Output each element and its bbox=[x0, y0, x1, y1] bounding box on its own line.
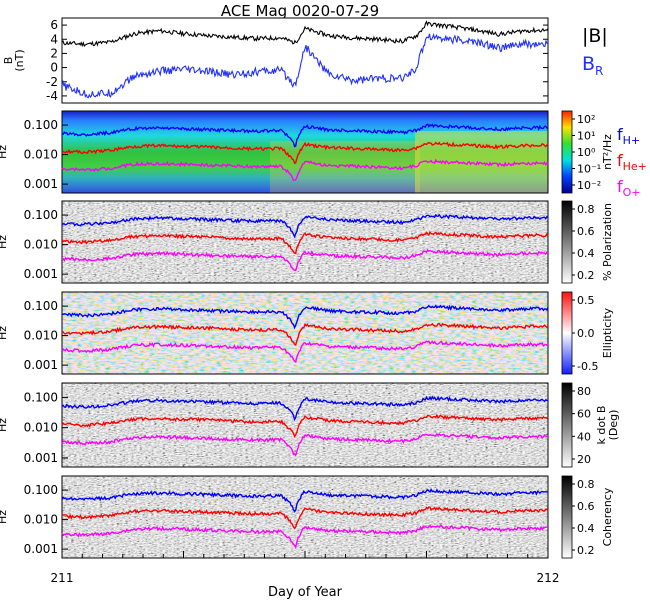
polarization-ylabel: Hz bbox=[0, 235, 9, 249]
coherency-gyro-oplus bbox=[61, 524, 549, 549]
ellipticity-colorbar-tick-label: 0.0 bbox=[577, 327, 595, 340]
polarization-frame bbox=[61, 200, 549, 284]
ellipticity-ytick-label: 0.010 bbox=[24, 329, 58, 343]
ellipticity-gyro-oplus bbox=[61, 340, 549, 364]
x-tick-start: 211 bbox=[51, 571, 74, 585]
kdotb-gyro-heplus bbox=[61, 413, 549, 439]
field-ytick-label: 2 bbox=[50, 46, 58, 60]
kdotb-ytick-label: 0.010 bbox=[24, 421, 58, 435]
ellipticity-ytick-label: 0.100 bbox=[24, 299, 58, 313]
ellipticity-colorbar bbox=[561, 291, 573, 375]
kdotb-colorbar-tick-label: 60 bbox=[577, 408, 591, 421]
kdotb-colorbar-tick-label: 40 bbox=[577, 430, 591, 443]
kdotb-colorbar-tick-label: 80 bbox=[577, 385, 591, 398]
field-series-br bbox=[61, 33, 549, 99]
polarization-ytick-label: 0.100 bbox=[24, 208, 58, 222]
coherency-gyro-heplus bbox=[61, 506, 549, 530]
polarization-colorbar bbox=[561, 200, 573, 284]
coherency-colorbar-tick-label: 0.2 bbox=[577, 544, 595, 557]
legend-gyro-h: fH+ bbox=[617, 125, 640, 147]
field-ytick-label: 4 bbox=[50, 32, 58, 46]
coherency-gyro-hplus bbox=[61, 488, 549, 513]
legend-br: BR bbox=[582, 53, 603, 78]
legend-gyro-sub: O+ bbox=[623, 186, 641, 199]
ellipticity-gyro-hplus bbox=[61, 304, 549, 330]
x-axis-label: Day of Year bbox=[268, 585, 343, 600]
power-colorbar bbox=[561, 110, 573, 194]
power-gyro-oplus bbox=[61, 158, 549, 182]
legend-gyro-he: fHe+ bbox=[617, 151, 647, 173]
coherency-colorbar-tick-label: 0.8 bbox=[577, 478, 595, 491]
kdotb-colorbar-label: k dot B bbox=[595, 406, 608, 445]
ellipticity-colorbar-tick-label: 0.5 bbox=[577, 294, 595, 307]
field-ylabel: (nT) bbox=[13, 49, 26, 71]
ellipticity-ylabel: Hz bbox=[0, 326, 9, 340]
polarization-colorbar-label: % Polarization bbox=[601, 203, 614, 281]
power-colorbar-tick-label: 10¹ bbox=[577, 130, 595, 143]
legend-br-sub: R bbox=[595, 64, 603, 78]
field-ytick-label: 6 bbox=[50, 18, 58, 32]
chart-title: ACE Mag 0020-07-29 bbox=[221, 2, 379, 20]
field-ytick-label: 0 bbox=[50, 61, 58, 75]
coherency-colorbar bbox=[561, 475, 573, 559]
polarization-colorbar-tick-label: 0.8 bbox=[577, 203, 595, 216]
power-gyro-hplus bbox=[61, 123, 549, 148]
kdotb-gyro-hplus bbox=[61, 395, 549, 422]
field-series-bmag bbox=[61, 20, 549, 48]
power-colorbar-tick-label: 10⁻² bbox=[577, 179, 601, 192]
ellipticity-frame bbox=[61, 291, 549, 375]
power-colorbar-label: nT²/Hz bbox=[601, 134, 614, 170]
polarization-gyro-hplus bbox=[61, 213, 549, 239]
coherency-ylabel: Hz bbox=[0, 510, 9, 524]
coherency-ytick-label: 0.001 bbox=[24, 542, 58, 556]
polarization-spectrogram bbox=[62, 201, 548, 283]
coherency-colorbar-tick-label: 0.4 bbox=[577, 522, 595, 535]
power-colorbar-tick-label: 10² bbox=[577, 113, 595, 126]
polarization-colorbar-tick-label: 0.6 bbox=[577, 225, 595, 238]
coherency-colorbar-tick-label: 0.6 bbox=[577, 500, 595, 513]
legend-gyro-sub: H+ bbox=[623, 134, 641, 147]
power-ytick-label: 0.100 bbox=[24, 118, 58, 132]
coherency-ytick-label: 0.100 bbox=[24, 483, 58, 497]
ellipticity-colorbar-label: Ellipticity bbox=[601, 307, 614, 358]
power-ytick-label: 0.001 bbox=[24, 177, 58, 191]
ellipticity-gyro-heplus bbox=[61, 322, 549, 346]
ellipticity-spectrogram bbox=[62, 292, 548, 374]
kdotb-gyro-oplus bbox=[61, 432, 549, 457]
coherency-colorbar-label: Coherency bbox=[601, 487, 614, 546]
kdotb-colorbar-tick-label: 20 bbox=[577, 453, 591, 466]
kdotb-spectrogram bbox=[62, 383, 548, 467]
polarization-ytick-label: 0.010 bbox=[24, 238, 58, 252]
legend-gyro-sub: He+ bbox=[623, 160, 647, 173]
power-gyro-heplus bbox=[61, 141, 549, 165]
polarization-colorbar-tick-label: 0.2 bbox=[577, 269, 595, 282]
legend-bmag: |B| bbox=[582, 25, 608, 47]
legend-gyro-o: fO+ bbox=[617, 177, 641, 199]
polarization-gyro-oplus bbox=[62, 248, 549, 272]
x-tick-end: 212 bbox=[537, 571, 560, 585]
power-ytick-label: 0.010 bbox=[24, 148, 58, 162]
coherency-spectrogram bbox=[62, 476, 548, 558]
kdotb-ytick-label: 0.100 bbox=[24, 390, 58, 404]
kdotb-colorbar bbox=[561, 382, 573, 468]
polarization-gyro-heplus bbox=[61, 230, 549, 255]
polarization-ytick-label: 0.001 bbox=[24, 267, 58, 281]
field-ytick-label: -4 bbox=[46, 89, 58, 103]
ellipticity-ytick-label: 0.001 bbox=[24, 358, 58, 372]
coherency-ytick-label: 0.010 bbox=[24, 513, 58, 527]
kdotb-ylabel: Hz bbox=[0, 418, 9, 432]
field-ylabel: B bbox=[2, 57, 15, 65]
kdotb-colorbar-label: (Deg) bbox=[607, 410, 620, 441]
ellipticity-colorbar-tick-label: -0.5 bbox=[577, 360, 598, 373]
field-ytick-label: -2 bbox=[46, 75, 58, 89]
power-colorbar-tick-label: 10⁻¹ bbox=[577, 163, 601, 176]
kdotb-ytick-label: 0.001 bbox=[24, 451, 58, 465]
polarization-colorbar-tick-label: 0.4 bbox=[577, 247, 595, 260]
power-ylabel: Hz bbox=[0, 145, 9, 159]
power-colorbar-tick-label: 10⁰ bbox=[577, 146, 596, 159]
